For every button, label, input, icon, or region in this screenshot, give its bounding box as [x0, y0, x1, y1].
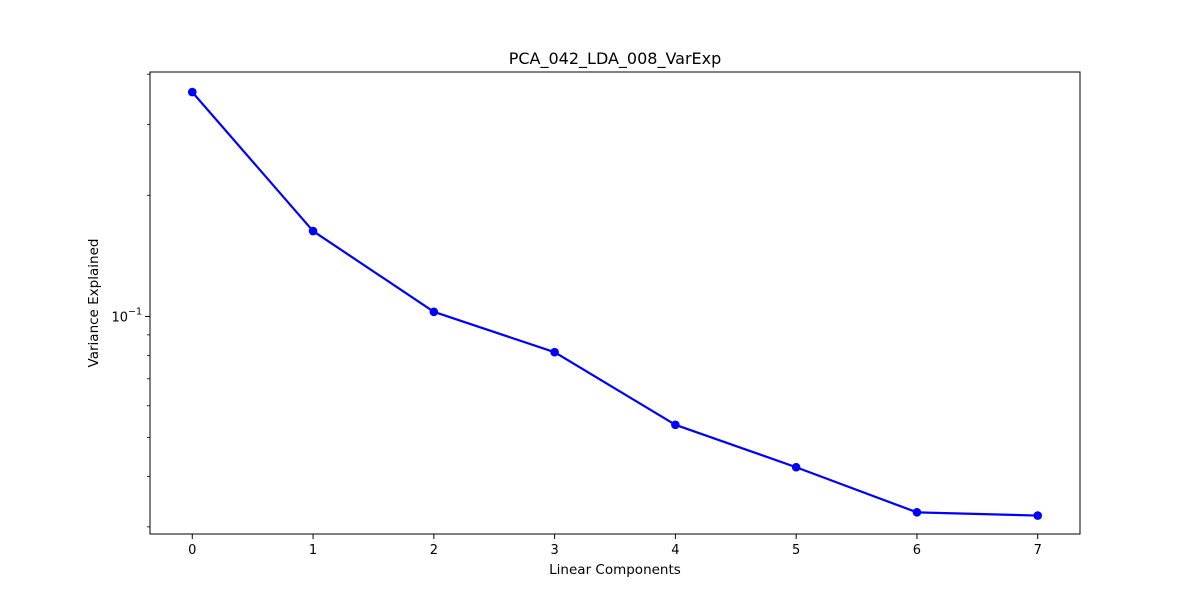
x-tick-label: 7 [1034, 543, 1042, 558]
x-tick-label: 6 [913, 543, 921, 558]
x-axis-label: Linear Components [549, 562, 681, 578]
y-axis-label: Variance Explained [86, 239, 102, 368]
data-point [912, 508, 922, 517]
y-tick-label: 10−1 [111, 306, 142, 325]
y-tick-label-exponent: −1 [128, 306, 142, 317]
x-tick-label: 3 [550, 543, 558, 558]
data-point [671, 420, 680, 430]
x-tick-label: 0 [188, 543, 196, 558]
x-tick-label: 1 [309, 543, 317, 558]
series-line [191, 91, 1038, 517]
plot-series [187, 87, 1043, 520]
data-point [550, 347, 559, 357]
x-tick-label: 5 [792, 543, 800, 558]
data-point [791, 462, 801, 472]
plot-frame [149, 71, 1081, 535]
data-point [1033, 511, 1043, 520]
data-point [308, 226, 318, 236]
chart-title: PCA_042_LDA_008_VarExp [509, 49, 722, 69]
x-tick-label: 4 [671, 543, 679, 558]
data-point [187, 87, 197, 97]
x-axis-ticks: 0 1 2 3 4 5 6 7 [188, 534, 1042, 558]
data-point [429, 307, 439, 317]
y-tick-label-base: 10 [111, 310, 128, 325]
x-tick-label: 2 [430, 543, 438, 558]
